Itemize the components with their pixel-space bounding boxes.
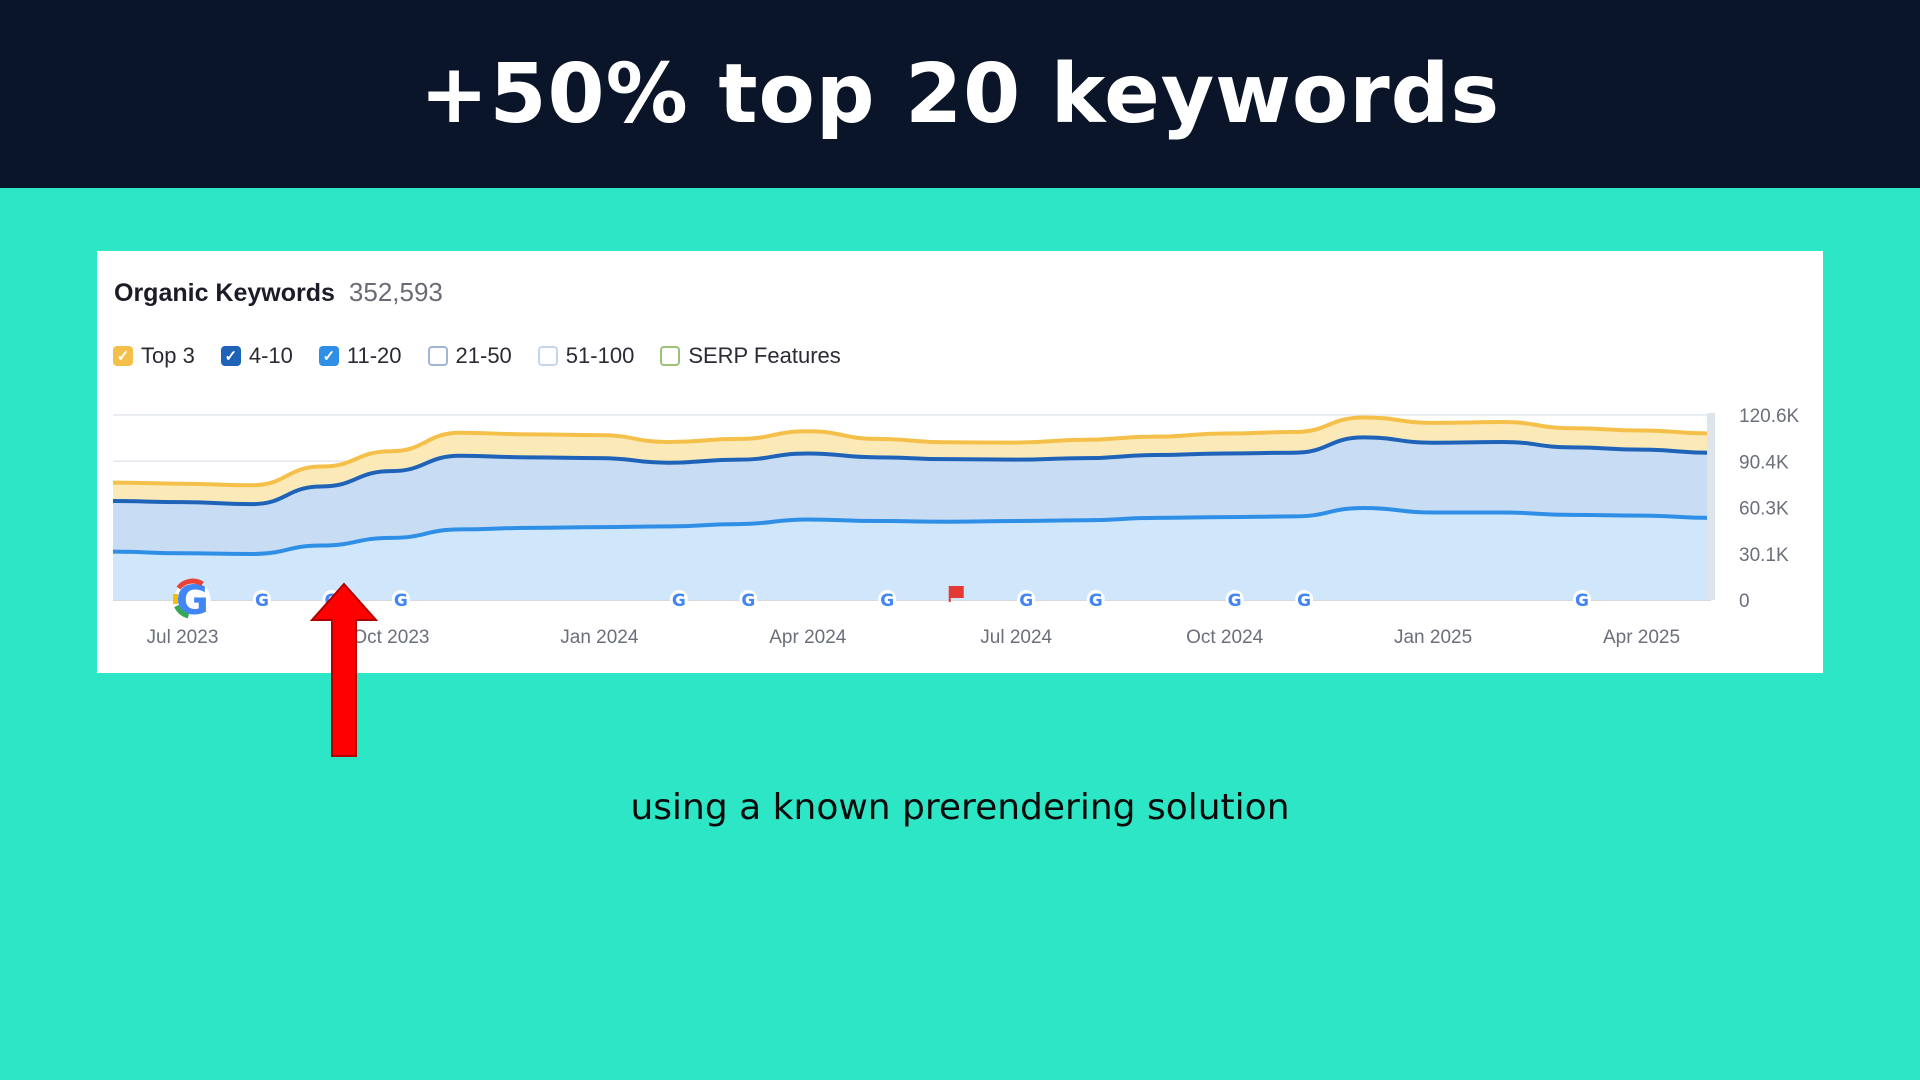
google-update-icon: G [1228,591,1242,611]
google-update-icon [1573,590,1592,608]
slide-title: +50% top 20 keywords [419,46,1501,142]
google-update-icon [391,590,410,608]
legend-item-4-10[interactable]: ✓ 4-10 [220,343,293,369]
legend-label: 11-20 [346,343,402,368]
google-update-icon [176,578,204,590]
x-tick-label: Oct 2024 [1186,627,1264,648]
legend-label: 4-10 [248,343,293,368]
legend-checkbox-icon[interactable]: ✓ [220,346,241,366]
google-update-icon: G [394,591,408,611]
google-update-icon [252,590,271,608]
x-tick-label: Apr 2025 [1603,627,1680,648]
x-tick-label: Jul 2023 [147,627,219,648]
organic-keywords-chart: 120.6K 90.4K 60.3K 30.1K 0 Jul 2023 Oct 2023 Ja… [112,406,1800,648]
legend-checkbox-icon[interactable] [427,346,448,366]
organic-keywords-card: Organic Keywords 352,593 ✓ Top 3 ✓ 4-10 ✓ 11-… [97,251,1823,673]
card-title: Organic Keywords [114,279,335,307]
x-tick-label: Jan 2025 [1394,627,1472,648]
legend-label: Top 3 [141,343,195,368]
chart-edge [1707,413,1715,600]
google-update-icon [1086,590,1105,608]
google-update-icon: G [672,591,686,611]
legend-label: SERP Features [688,343,841,368]
x-tick-label: Oct 2023 [352,627,429,648]
y-tick-label: 0 [1739,591,1750,612]
series-line-top-3 [112,415,1712,488]
slide-subtitle: using a known prerendering solution [630,787,1290,828]
legend-item-11-20[interactable]: ✓ 11-20 [318,343,402,369]
legend-checkbox-icon[interactable]: ✓ [318,346,339,366]
series-area-11-20 [113,507,1711,600]
google-update-icon: G [880,591,894,611]
x-tick-label: Jan 2024 [560,627,639,648]
legend-label: 51-100 [565,343,635,368]
flag-event-icon [949,586,964,598]
google-update-icon [878,590,897,608]
legend-label: 21-50 [455,343,512,368]
card-title-row: Organic Keywords 352,593 [114,277,443,308]
legend-item-51-100[interactable]: 51-100 [537,343,635,369]
google-update-icon [1225,590,1244,608]
x-tick-label: Jul 2024 [980,627,1052,648]
google-update-icon: G [1089,591,1103,611]
legend-checkbox-icon[interactable] [537,346,558,366]
google-update-icon [739,590,758,608]
google-update-icon [174,581,211,617]
google-update-icon [1017,590,1036,608]
legend-checkbox-icon[interactable]: ✓ [113,346,133,366]
google-update-icon [669,590,688,608]
series-line-11-20 [112,505,1712,556]
y-tick-label: 30.1K [1739,545,1789,566]
google-update-icon [174,604,190,619]
legend-item-serp-features[interactable]: SERP Features [660,343,841,369]
red-arrow-annotation [310,582,378,757]
legend-checkbox-icon[interactable] [660,346,681,366]
legend-item-21-50[interactable]: 21-50 [427,343,512,369]
series-line-4-10 [112,435,1712,507]
y-tick-label: 60.3K [1739,499,1789,520]
google-update-icon: G [1575,591,1589,611]
google-update-icon [1295,590,1314,608]
y-tick-label: 120.6K [1739,406,1800,427]
google-update-icon: G [1297,591,1311,611]
y-tick-label: 90.4K [1739,452,1789,473]
chart-legend: ✓ Top 3 ✓ 4-10 ✓ 11-20 21-50 51-100 SERP Feature… [113,343,867,369]
x-tick-label: Apr 2024 [769,627,847,648]
google-update-icon: G [255,591,269,611]
google-update-icon: G [741,591,755,611]
slide-header: +50% top 20 keywords [0,0,1920,188]
google-update-icon: G [1019,591,1033,611]
keyword-count: 352,593 [348,277,443,307]
legend-item-top-3[interactable]: ✓ Top 3 [113,343,195,369]
